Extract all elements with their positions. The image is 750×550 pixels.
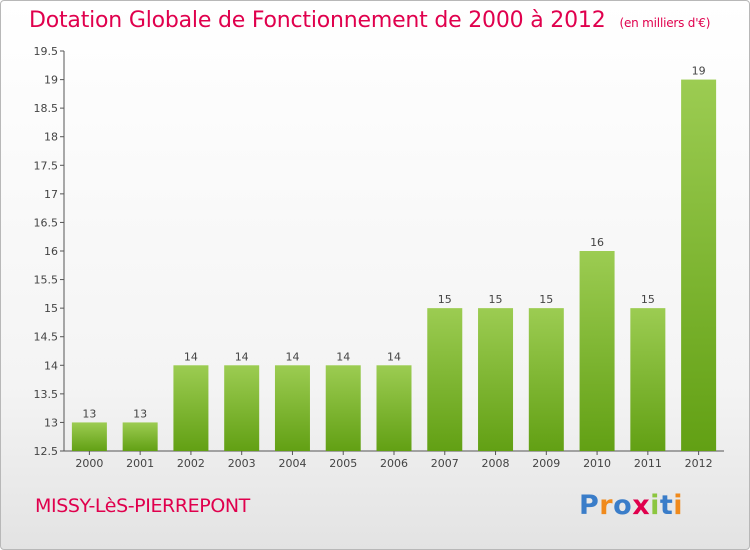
- y-tick-label: 17: [44, 188, 58, 201]
- chart-title-text: Dotation Globale de Fonctionnement de 20…: [29, 8, 606, 33]
- bar-2009: [528, 308, 564, 451]
- y-tick-label: 19: [44, 74, 58, 87]
- bar-2006: [376, 365, 412, 451]
- logo-letter: t: [659, 490, 674, 521]
- y-tick-label: 14.5: [34, 331, 59, 344]
- y-tick-label: 16.5: [34, 216, 59, 229]
- value-label-2003: 14: [235, 350, 249, 363]
- y-tick-label: 12.5: [34, 445, 59, 458]
- x-tick-label-2002: 2002: [177, 457, 205, 470]
- chart-subtitle: (en milliers d'€): [619, 16, 711, 30]
- value-label-2001: 13: [133, 407, 147, 420]
- logo-letter: o: [613, 490, 633, 521]
- bar-2007: [427, 308, 463, 451]
- y-tick-label: 13: [44, 416, 58, 429]
- value-label-2009: 15: [539, 293, 553, 306]
- bar-2000: [71, 422, 107, 451]
- bar-2008: [478, 308, 514, 451]
- value-label-2006: 14: [387, 350, 401, 363]
- bar-2001: [122, 422, 158, 451]
- value-label-2010: 16: [590, 236, 604, 249]
- x-tick-label-2003: 2003: [228, 457, 256, 470]
- value-label-2007: 15: [438, 293, 452, 306]
- x-tick-label-2008: 2008: [482, 457, 510, 470]
- y-tick-label: 14: [44, 359, 58, 372]
- proxiti-logo: Proxiti: [579, 490, 683, 521]
- y-tick-label: 15.5: [34, 274, 59, 287]
- y-tick-label: 17.5: [34, 159, 59, 172]
- logo-letter: i: [650, 490, 660, 521]
- x-tick-label-2007: 2007: [431, 457, 459, 470]
- bar-2004: [274, 365, 310, 451]
- x-tick-label-2004: 2004: [278, 457, 306, 470]
- y-tick-label: 18: [44, 131, 58, 144]
- logo-letter: P: [579, 490, 600, 521]
- bar-2002: [173, 365, 209, 451]
- bar-2010: [579, 251, 615, 451]
- logo-letter: i: [673, 490, 684, 521]
- logo-letter: x: [632, 490, 651, 521]
- value-label-2012: 19: [692, 65, 706, 78]
- bar-2005: [325, 365, 361, 451]
- y-tick-label: 18.5: [34, 102, 59, 115]
- value-label-2000: 13: [82, 407, 96, 420]
- x-tick-label-2011: 2011: [634, 457, 662, 470]
- value-label-2002: 14: [184, 350, 198, 363]
- y-tick-label: 19.5: [34, 45, 59, 58]
- bar-2012: [681, 79, 717, 452]
- chart-title: Dotation Globale de Fonctionnement de 20…: [29, 8, 710, 33]
- x-tick-label-2010: 2010: [583, 457, 611, 470]
- x-tick-label-2001: 2001: [126, 457, 154, 470]
- x-tick-label-2005: 2005: [329, 457, 357, 470]
- value-label-2004: 14: [285, 350, 299, 363]
- value-label-2008: 15: [489, 293, 503, 306]
- y-tick-label: 15: [44, 302, 58, 315]
- value-label-2011: 15: [641, 293, 655, 306]
- y-tick-label: 13.5: [34, 388, 59, 401]
- bar-2003: [224, 365, 260, 451]
- bar-2011: [630, 308, 666, 451]
- x-tick-label-2006: 2006: [380, 457, 408, 470]
- value-label-2005: 14: [336, 350, 350, 363]
- y-tick-label: 16: [44, 245, 58, 258]
- x-tick-label-2009: 2009: [532, 457, 560, 470]
- x-tick-label-2012: 2012: [685, 457, 713, 470]
- logo-letter: r: [599, 490, 614, 521]
- x-tick-label-2000: 2000: [75, 457, 103, 470]
- commune-name: MISSY-LèS-PIERREPONT: [35, 495, 250, 517]
